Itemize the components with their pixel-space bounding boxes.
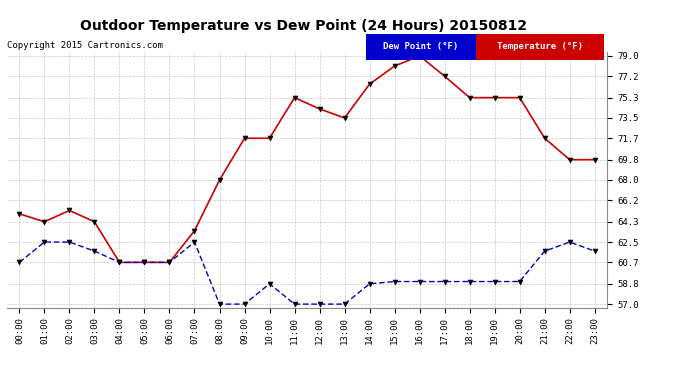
Text: Temperature (°F): Temperature (°F) [497, 42, 583, 51]
Text: Dew Point (°F): Dew Point (°F) [383, 42, 459, 51]
Text: Copyright 2015 Cartronics.com: Copyright 2015 Cartronics.com [7, 41, 163, 50]
Text: Outdoor Temperature vs Dew Point (24 Hours) 20150812: Outdoor Temperature vs Dew Point (24 Hou… [80, 19, 527, 33]
